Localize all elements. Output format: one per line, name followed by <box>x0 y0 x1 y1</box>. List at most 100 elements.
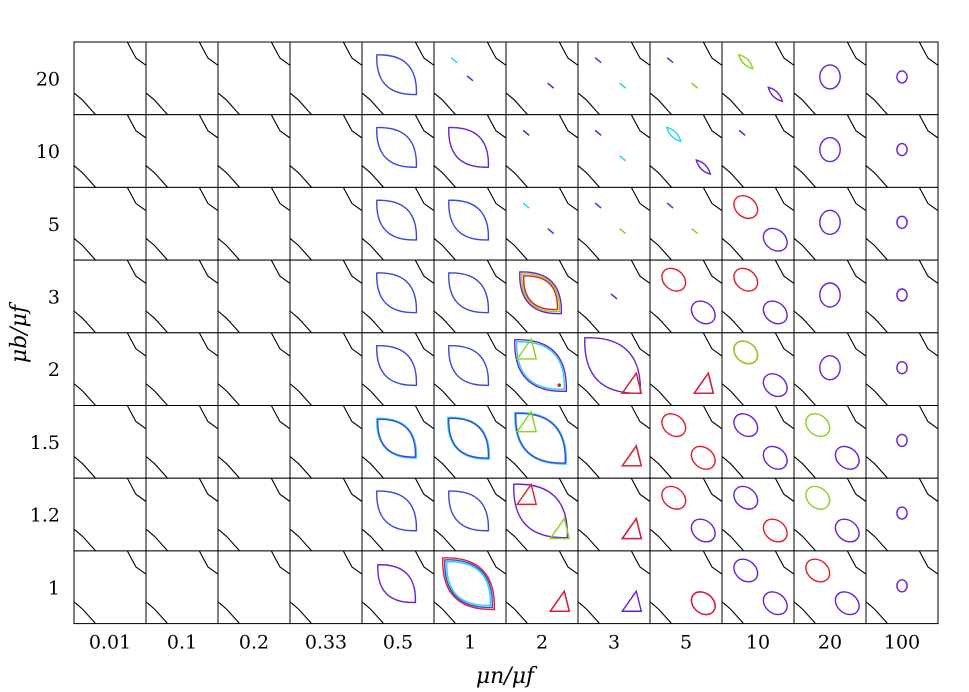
boundary-line-lower <box>361 528 385 552</box>
boundary-line-lower <box>217 601 241 624</box>
contour-circle-purple <box>819 354 841 381</box>
panel-r7-c2 <box>217 550 291 625</box>
panel-r1-c3 <box>289 114 363 188</box>
boundary-line-upper <box>342 332 363 357</box>
panel-frame <box>865 186 939 261</box>
boundary-line-upper <box>414 332 435 357</box>
contour-circle-purple <box>896 360 908 375</box>
boundary-line-upper <box>198 187 219 212</box>
boundary-line-lower <box>145 92 169 116</box>
boundary-line-upper <box>702 405 723 430</box>
boundary-line-upper <box>702 187 723 212</box>
panel-r3-c6 <box>505 259 579 334</box>
boundary-line-lower <box>649 165 673 188</box>
boundary-line-upper <box>774 477 795 502</box>
boundary-line-upper <box>558 332 579 357</box>
boundary-line-upper <box>342 259 363 284</box>
contour-dash-cyan <box>619 82 627 89</box>
y-tick-label: 1.5 <box>30 432 60 454</box>
panel-r6-c9 <box>721 477 795 552</box>
panel-r3-c5 <box>433 259 507 334</box>
panel-frame <box>433 186 507 261</box>
boundary-line-upper <box>558 187 579 212</box>
contour-dash-purple <box>594 57 602 64</box>
y-tick-label: 2 <box>48 359 60 381</box>
boundary-line-lower <box>73 528 97 552</box>
boundary-line-lower <box>577 92 601 116</box>
panel-frame <box>865 41 939 116</box>
boundary-line-upper <box>198 41 219 66</box>
boundary-line-lower <box>721 601 745 624</box>
panel-frame <box>73 405 147 479</box>
x-axis-label: μn/μf <box>476 664 538 689</box>
panel-frame <box>721 114 795 188</box>
panel-frame <box>793 41 867 116</box>
boundary-line-lower <box>577 310 601 334</box>
panel-r1-c6 <box>505 114 579 188</box>
boundary-line-lower <box>145 310 169 334</box>
boundary-line-lower <box>721 165 745 188</box>
boundary-line-lower <box>433 310 457 334</box>
y-tick-label: 5 <box>48 214 60 236</box>
contour-dash-purple <box>547 227 555 235</box>
boundary-line-upper <box>774 187 795 212</box>
boundary-line-lower <box>73 165 97 188</box>
panel-r6-c6 <box>505 477 579 552</box>
contour-triangle-red <box>692 371 715 394</box>
panel-frame <box>73 186 147 261</box>
contour-lens-purple <box>377 564 417 604</box>
contour-triangle-red <box>515 482 538 506</box>
panel-r4-c5 <box>433 332 507 406</box>
contour-dash-purple <box>522 129 530 136</box>
boundary-line-upper <box>918 114 939 139</box>
y-tick-label: 20 <box>36 68 60 90</box>
contour-blob-red <box>690 445 716 470</box>
boundary-line-upper <box>846 259 867 284</box>
boundary-line-lower <box>793 237 817 261</box>
panel-r1-c8 <box>649 114 723 188</box>
x-tick-label: 0.5 <box>383 632 413 654</box>
boundary-line-lower <box>289 92 313 116</box>
boundary-line-upper <box>702 114 723 139</box>
panel-r0-c3 <box>289 41 363 116</box>
boundary-line-upper <box>126 477 147 502</box>
panel-r2-c3 <box>289 186 363 261</box>
panel-frame <box>73 259 147 334</box>
panel-frame <box>577 550 651 625</box>
contour-lens-purple <box>513 483 569 539</box>
boundary-line-upper <box>342 477 363 502</box>
panel-r7-c4 <box>361 550 435 625</box>
panel-r6-c11 <box>865 477 939 552</box>
contour-blob-purple <box>834 445 860 470</box>
contour-blob-red <box>661 413 687 438</box>
boundary-line-lower <box>361 310 385 334</box>
panel-frame <box>217 259 291 334</box>
panel-frame <box>361 41 435 116</box>
panel-frame <box>145 550 219 625</box>
boundary-line-upper <box>270 114 291 139</box>
boundary-line-lower <box>289 383 313 406</box>
boundary-line-lower <box>505 165 529 188</box>
boundary-line-upper <box>630 332 651 357</box>
boundary-line-upper <box>270 477 291 502</box>
panel-frame <box>289 41 363 116</box>
panel-frame <box>865 332 939 406</box>
panel-frame <box>73 332 147 406</box>
cell-grid <box>73 41 939 625</box>
boundary-line-upper <box>558 550 579 575</box>
boundary-line-lower <box>721 528 745 552</box>
panel-frame <box>649 186 723 261</box>
x-tick-label: 0.01 <box>89 632 131 654</box>
boundary-line-upper <box>558 259 579 284</box>
panel-r4-c3 <box>289 332 363 406</box>
contour-blob-red <box>661 267 687 292</box>
panel-r6-c4 <box>361 477 435 552</box>
x-tick-label: 2 <box>536 632 548 654</box>
panel-frame <box>145 114 219 188</box>
panel-r0-c8 <box>649 41 723 116</box>
boundary-line-upper <box>630 114 651 139</box>
panel-r3-c9 <box>721 259 795 334</box>
panel-r3-c1 <box>145 259 219 334</box>
contour-dash-purple <box>666 57 674 64</box>
boundary-line-upper <box>270 187 291 212</box>
